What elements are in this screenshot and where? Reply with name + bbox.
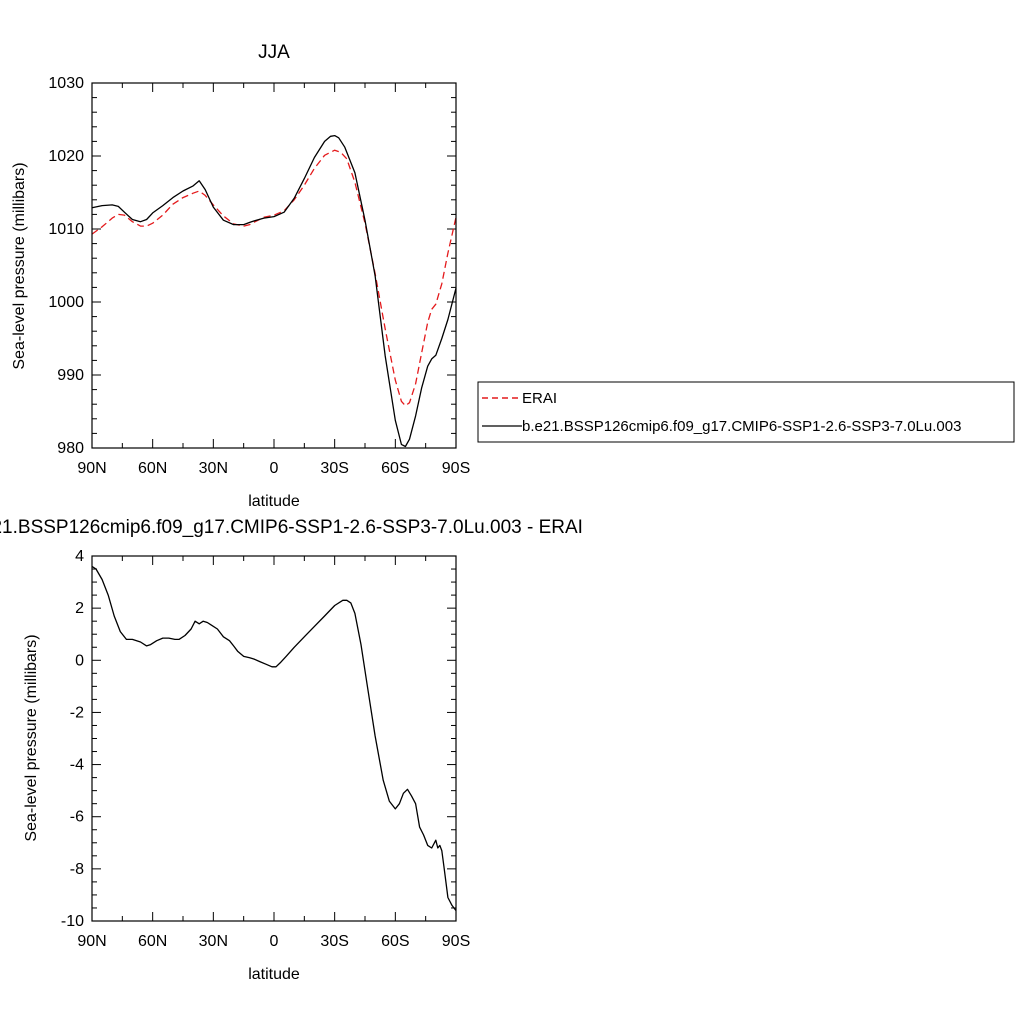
legend-label-model: b.e21.BSSP126cmip6.f09_g17.CMIP6-SSP1-2.… [522, 418, 961, 435]
legend: ERAI b.e21.BSSP126cmip6.f09_g17.CMIP6-SS… [477, 381, 1015, 443]
x-axis-label: latitude [248, 493, 300, 510]
series-layer [91, 134, 457, 448]
y-tick-label: 1030 [48, 75, 84, 92]
y-tick-label: 1020 [48, 148, 84, 165]
y-tick-label: -4 [70, 757, 84, 774]
difference-chart: b.e21.BSSP126cmip6.f09_g17.CMIP6-SSP1-2.… [0, 517, 583, 983]
plot-frame [91, 555, 457, 922]
x-tick-label: 90S [442, 933, 470, 950]
series-line-difference [91, 565, 457, 911]
y-axis-label: Sea-level pressure (millibars) [11, 162, 28, 369]
x-tick-label: 30S [320, 460, 348, 477]
y-axis-label: Sea-level pressure (millibars) [23, 634, 40, 841]
x-tick-label: 30N [199, 933, 228, 950]
y-tick-label: 4 [75, 548, 84, 565]
x-tick-label: 30N [199, 460, 228, 477]
y-tick-label: 2 [75, 600, 84, 617]
y-tick-label: -6 [70, 809, 84, 826]
x-tick-label: 90S [442, 460, 470, 477]
x-tick-label: 90N [77, 933, 106, 950]
x-tick-label: 60N [138, 933, 167, 950]
pressure-chart: JJA 90N 60N 30N 0 30S 60S 90S 980 990 1000 1010 102… [11, 42, 470, 510]
y-tick-label: 0 [75, 652, 84, 669]
legend-label-erai: ERAI [522, 390, 557, 407]
series-line-erai [91, 149, 457, 407]
y-tick-label: -10 [61, 913, 84, 930]
y-tick-label: 990 [57, 367, 84, 384]
x-tick-label: 0 [270, 460, 279, 477]
x-axis-label: latitude [248, 966, 300, 983]
tick-marks [91, 82, 457, 449]
series-layer [91, 565, 457, 911]
legend-box [477, 381, 1015, 443]
x-tick-label: 30S [320, 933, 348, 950]
y-tick-label: 1010 [48, 221, 84, 238]
x-tick-label: 0 [270, 933, 279, 950]
y-tick-label: 980 [57, 440, 84, 457]
y-tick-label: 1000 [48, 294, 84, 311]
x-tick-label: 60S [381, 460, 409, 477]
y-tick-label: -2 [70, 704, 84, 721]
tick-labels: 90N 60N 30N 0 30S 60S 90S 980 990 1000 1010 1020 103… [48, 75, 470, 477]
x-tick-label: 60S [381, 933, 409, 950]
plot-frame [91, 82, 457, 449]
x-tick-label: 60N [138, 460, 167, 477]
tick-marks [91, 555, 457, 922]
series-line-model [91, 134, 457, 448]
chart-title: JJA [258, 42, 290, 63]
y-tick-label: -8 [70, 861, 84, 878]
x-tick-label: 90N [77, 460, 106, 477]
chart-title: b.e21.BSSP126cmip6.f09_g17.CMIP6-SSP1-2.… [0, 517, 583, 538]
tick-labels: 90N 60N 30N 0 30S 60S 90S -10 -8 -6 -4 -2 0 2 4 [61, 548, 470, 950]
